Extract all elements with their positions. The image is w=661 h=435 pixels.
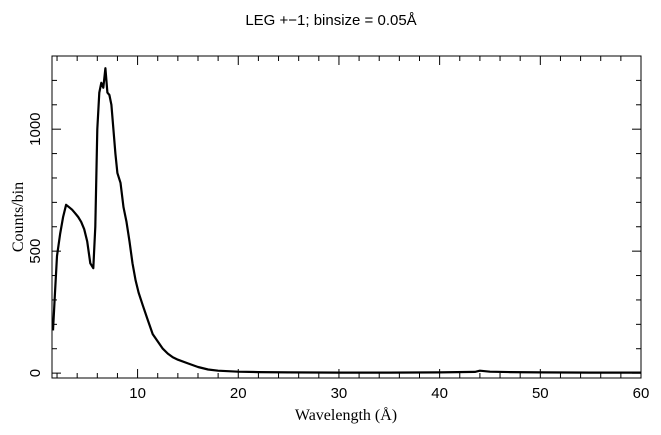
x-tick-label: 60: [633, 385, 650, 402]
y-axis-label: Counts/bin: [10, 182, 27, 252]
y-tick-label: 500: [27, 239, 44, 264]
x-tick-label: 20: [230, 385, 247, 402]
axis-tick-labels: 10 20 30 40 50 60 0 500 1000: [27, 112, 649, 402]
x-tick-label: 50: [532, 385, 549, 402]
axis-ticks: [52, 56, 642, 378]
x-axis-label: Wavelength (Å): [295, 406, 397, 424]
spectrum-series-line: [51, 67, 641, 374]
x-tick-label: 30: [331, 385, 348, 402]
x-tick-label: 40: [431, 385, 448, 402]
plot-frame: [51, 55, 642, 379]
y-tick-label: 1000: [27, 112, 44, 145]
chart-title: LEG +−1; binsize = 0.05Å: [245, 12, 416, 29]
plot-area: 10 20 30 40 50 60 0 500 1000: [27, 55, 649, 402]
y-tick-label: 0: [27, 369, 44, 377]
x-tick-label: 10: [129, 385, 146, 402]
